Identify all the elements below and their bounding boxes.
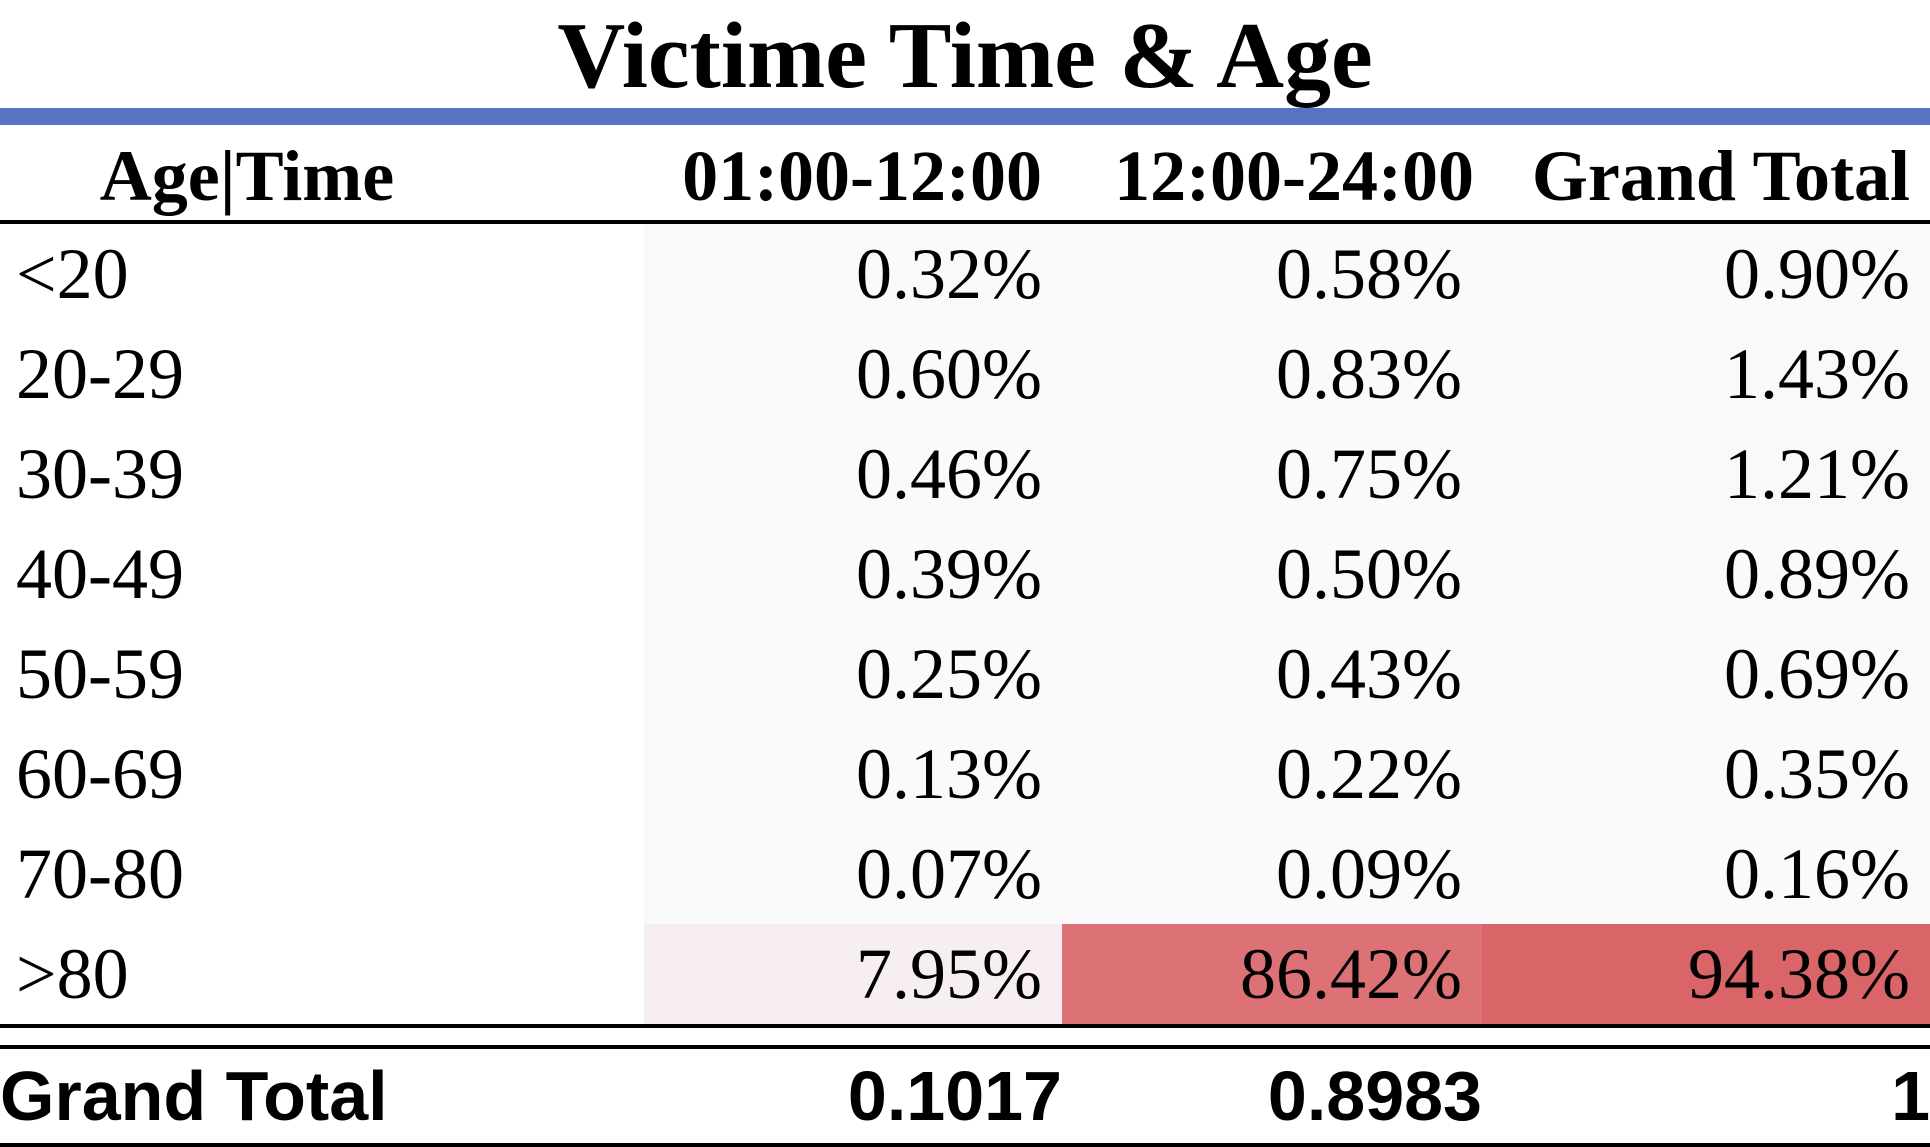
heatmap-cell: 0.43% [1062,624,1482,724]
heatmap-cell: 0.09% [1062,824,1482,924]
table-row: 60-69 0.13% 0.22% 0.35% [0,724,1930,824]
heatmap-cell: 0.69% [1482,624,1930,724]
heatmap-cell: 0.25% [644,624,1062,724]
heatmap-table: Age|Time 01:00-12:00 12:00-24:00 Grand T… [0,132,1930,1028]
row-label: <20 [16,234,129,314]
heatmap-cell: 0.58% [1062,222,1482,324]
chart-title: Victime Time & Age [557,4,1373,108]
grand-total-table: Grand Total 0.1017 0.8983 1 [0,1049,1930,1147]
column-header: 12:00-24:00 [1062,132,1482,224]
total-separator-rule [0,1045,1930,1049]
heatmap-cell: 0.89% [1482,524,1930,624]
heatmap-cell: 0.90% [1482,222,1930,324]
heatmap-cell: 0.39% [644,524,1062,624]
row-label: 70-80 [16,834,184,914]
heatmap-cell: 0.75% [1062,424,1482,524]
grand-total-value: 0.8983 [1062,1049,1482,1147]
row-label: 50-59 [16,634,184,714]
heatmap-cell: 1.21% [1482,424,1930,524]
table-row: 40-49 0.39% 0.50% 0.89% [0,524,1930,624]
table-row: 30-39 0.46% 0.75% 1.21% [0,424,1930,524]
heatmap-cell: 0.13% [644,724,1062,824]
row-label: 30-39 [16,434,184,514]
table-row: >80 7.95% 86.42% 94.38% [0,924,1930,1028]
heatmap-body: <20 0.32% 0.58% 0.90% 20-29 0.60% 0.83% 1.43% 30… [0,222,1930,1028]
row-label: >80 [0,924,644,1028]
row-label: 20-29 [16,334,184,414]
heatmap-cell: 0.16% [1482,824,1930,924]
corner-label: Age|Time [0,132,644,224]
grand-total-row: Grand Total 0.1017 0.8983 1 [0,1049,1930,1147]
table-row: <20 0.32% 0.58% 0.90% [0,222,1930,324]
heatmap-cell: 0.35% [1482,724,1930,824]
column-header: Grand Total [1482,132,1930,224]
heatmap-cell: 0.07% [644,824,1062,924]
heatmap-cell: 0.32% [644,222,1062,324]
grand-total-value: 1 [1482,1049,1930,1147]
heatmap-cell: 86.42% [1062,924,1482,1028]
title-underline [0,108,1930,125]
table-row: 50-59 0.25% 0.43% 0.69% [0,624,1930,724]
heatmap-cell: 0.46% [644,424,1062,524]
table-row: 20-29 0.60% 0.83% 1.43% [0,324,1930,424]
header-row: Age|Time 01:00-12:00 12:00-24:00 Grand T… [0,132,1930,224]
heatmap-cell: 7.95% [644,924,1062,1028]
grand-total-label: Grand Total [0,1049,644,1147]
row-label: 40-49 [16,534,184,614]
column-header: 01:00-12:00 [644,132,1062,224]
heatmap-cell: 0.83% [1062,324,1482,424]
heatmap-cell: 94.38% [1482,924,1930,1028]
grand-total-value: 0.1017 [644,1049,1062,1147]
heatmap-cell: 0.22% [1062,724,1482,824]
heatmap-cell: 0.50% [1062,524,1482,624]
table-row: 70-80 0.07% 0.09% 0.16% [0,824,1930,924]
row-label: 60-69 [16,734,184,814]
heatmap-cell: 1.43% [1482,324,1930,424]
heatmap-cell: 0.60% [644,324,1062,424]
